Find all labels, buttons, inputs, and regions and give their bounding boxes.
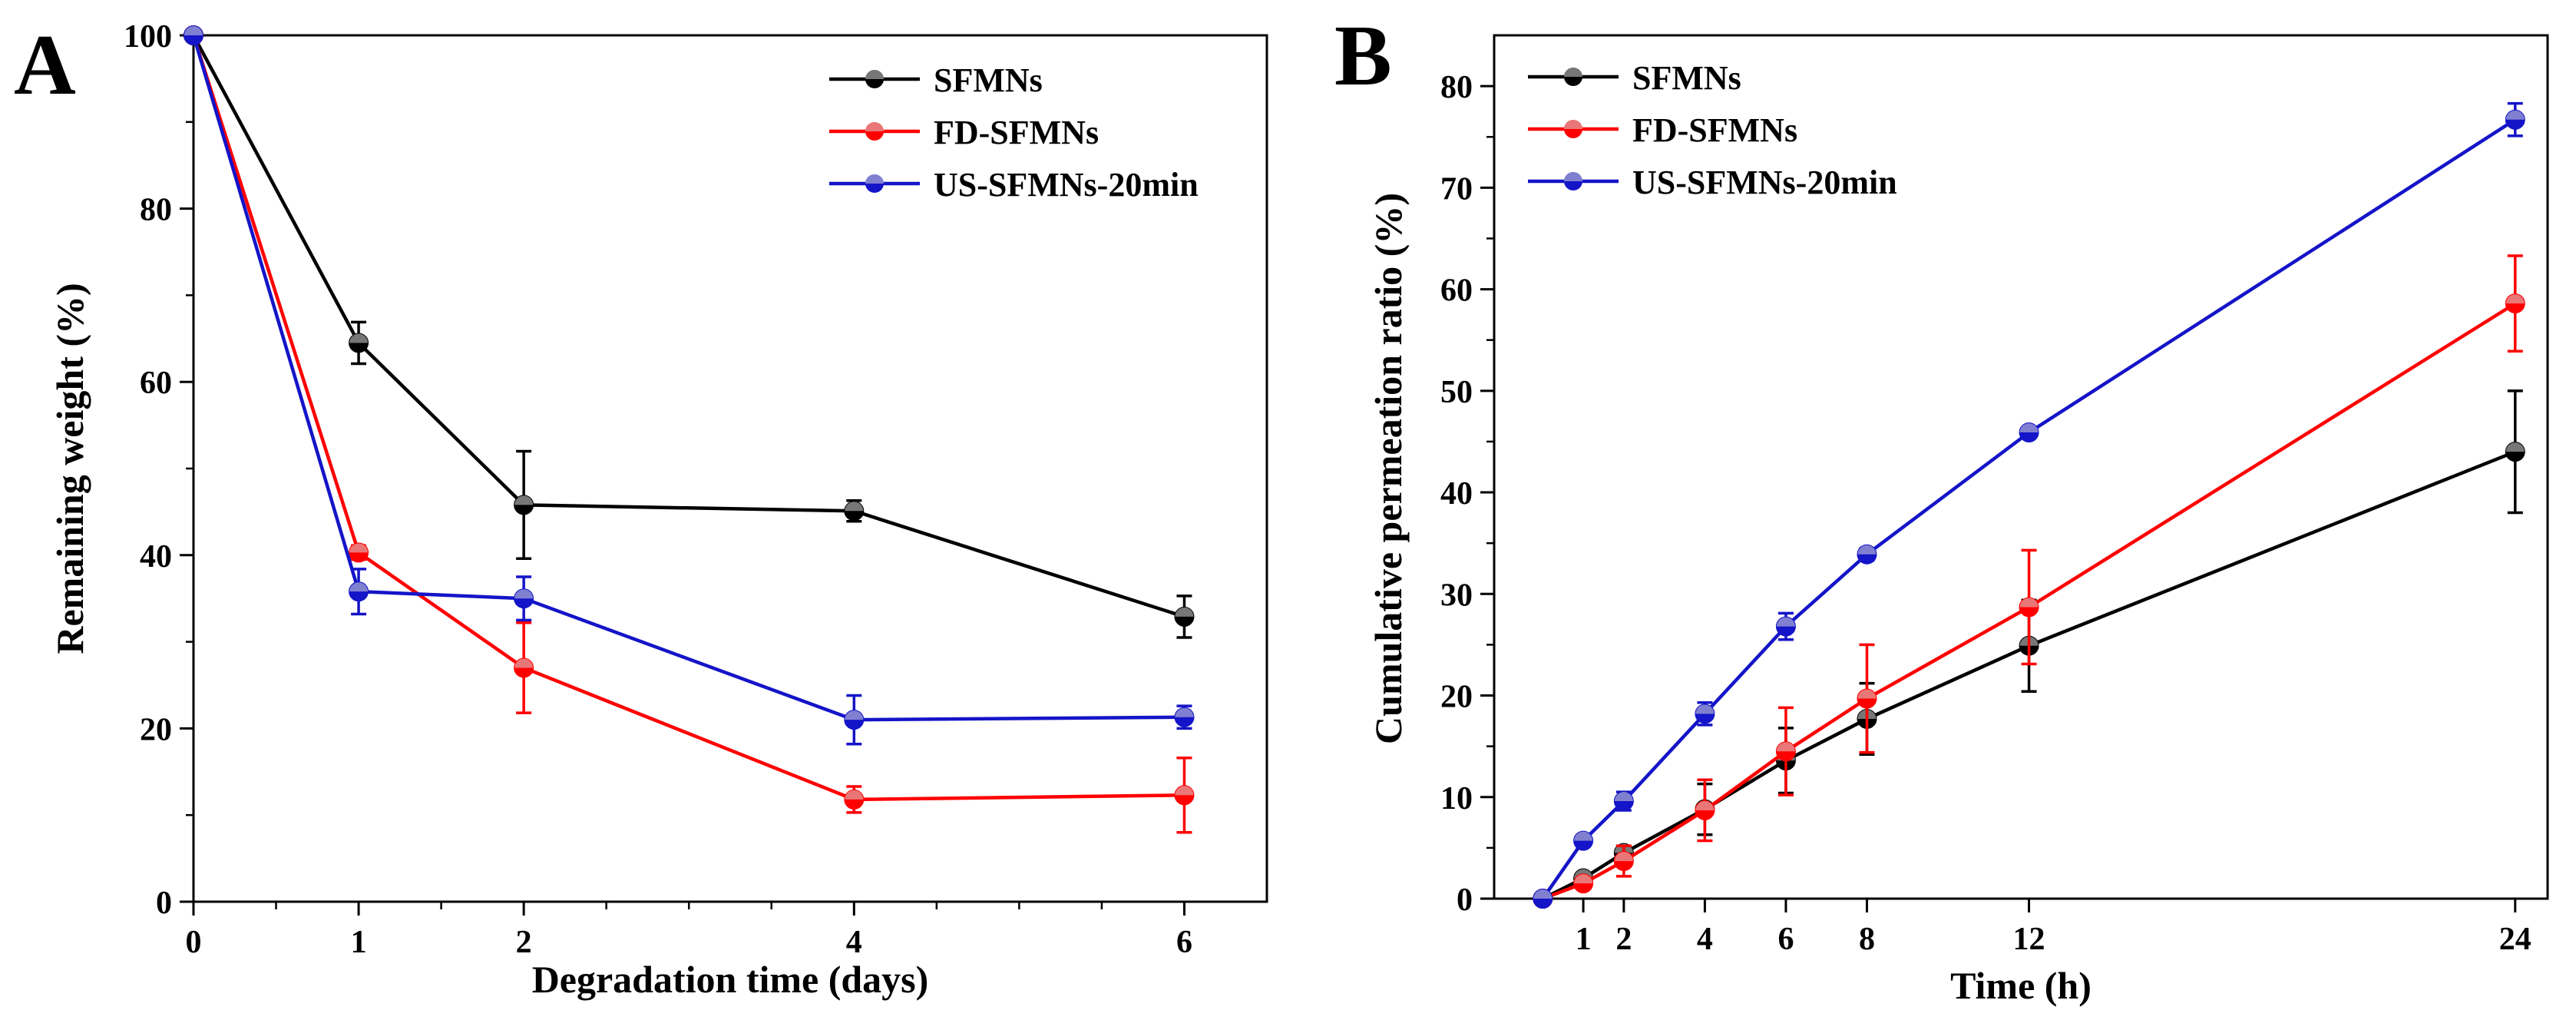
panel-letter-b: B	[1334, 8, 1392, 104]
legend-marker-highlight-fd-sfmns	[1564, 120, 1582, 129]
y-tick-label-b: 30	[1440, 578, 1473, 613]
y-axis-title-b: Cumulative permeation ratio (%)	[1367, 193, 1410, 744]
y-axis-title-a: Remaining weight (%)	[48, 283, 91, 654]
x-tick-label-b: 2	[1615, 922, 1632, 957]
legend-item-fd-sfmns: FD-SFMNs	[829, 114, 1099, 151]
data-point-highlight-fd-sfmns	[1857, 689, 1877, 699]
data-point-highlight-fd-sfmns	[1574, 874, 1593, 884]
y-tick-label-b: 60	[1440, 273, 1473, 309]
data-point-highlight-fd-sfmns	[2019, 598, 2039, 608]
series-us-sfmns-20min-b	[1533, 101, 2525, 909]
data-point-highlight-us-sfmns-20min	[845, 710, 864, 720]
y-tick-label-a: 100	[124, 19, 172, 55]
plot-frame-b	[1493, 34, 2549, 900]
legend-label-fd-sfmns: FD-SFMNs	[934, 114, 1099, 151]
data-point-highlight-us-sfmns-20min	[184, 26, 203, 35]
data-point-highlight-fd-sfmns	[1614, 852, 1633, 862]
legend-marker-highlight-sfmns	[1564, 68, 1582, 77]
data-point-highlight-sfmns	[349, 333, 369, 343]
legend-marker-highlight-fd-sfmns	[865, 122, 884, 131]
panel-letter-a: A	[14, 18, 76, 113]
y-tick-label-b: 40	[1440, 476, 1473, 512]
y-tick-label-b: 50	[1440, 375, 1473, 410]
data-point-highlight-us-sfmns-20min	[1614, 792, 1633, 802]
x-tick-label-b: 12	[2013, 922, 2045, 957]
legend-label-us-sfmns-20min: US-SFMNs-20min	[1632, 164, 1897, 201]
legend-item-fd-sfmns: FD-SFMNs	[1528, 111, 1797, 149]
data-point-highlight-us-sfmns-20min	[1574, 831, 1593, 841]
data-point-highlight-fd-sfmns	[514, 658, 534, 668]
x-tick-label-b: 8	[1859, 922, 1875, 957]
legend-label-fd-sfmns: FD-SFMNs	[1632, 111, 1797, 149]
y-tick-label-a: 80	[140, 193, 172, 228]
x-tick-label-a: 0	[186, 925, 202, 960]
series-sfmns-a	[184, 25, 1195, 639]
legend-a: SFMNs FD-SFMNs US-SFMNs-20min	[829, 61, 1199, 204]
data-point-highlight-fd-sfmns	[2505, 294, 2525, 304]
legend-item-sfmns: SFMNs	[829, 61, 1043, 99]
data-point-highlight-us-sfmns-20min	[1175, 707, 1194, 717]
data-point-highlight-sfmns	[1175, 607, 1194, 617]
legend-label-sfmns: SFMNs	[934, 61, 1043, 99]
data-point-highlight-sfmns	[845, 502, 864, 512]
data-point-highlight-fd-sfmns	[1695, 800, 1715, 810]
legend-b: SFMNs FD-SFMNs US-SFMNs-20min	[1528, 59, 1897, 201]
x-tick-label-b: 24	[2499, 922, 2531, 957]
y-tick-label-a: 40	[140, 539, 172, 575]
y-tick-label-b: 70	[1440, 171, 1473, 207]
legend-marker-highlight-sfmns	[865, 70, 884, 79]
data-point-highlight-us-sfmns-20min	[514, 589, 534, 599]
y-tick-label-b: 80	[1440, 70, 1473, 105]
y-tick-label-a: 60	[140, 366, 172, 401]
y-tick-label-b: 10	[1440, 781, 1473, 816]
data-point-highlight-sfmns	[2505, 442, 2525, 452]
data-point-highlight-us-sfmns-20min	[1776, 617, 1795, 627]
series-us-sfmns-20min-a	[184, 25, 1195, 746]
data-point-highlight-us-sfmns-20min	[2505, 110, 2525, 120]
x-tick-label-a: 1	[351, 925, 367, 960]
y-tick-label-a: 0	[156, 886, 172, 921]
x-tick-label-a: 6	[1176, 925, 1192, 960]
data-point-highlight-us-sfmns-20min	[1695, 704, 1715, 714]
data-point-highlight-us-sfmns-20min	[1857, 545, 1877, 555]
legend-item-us-sfmns-20min: US-SFMNs-20min	[1528, 164, 1897, 201]
x-tick-label-b: 4	[1697, 922, 1713, 957]
x-tick-label-b: 6	[1777, 922, 1794, 957]
x-axis-title-b: Time (h)	[1950, 964, 2092, 1007]
legend-label-sfmns: SFMNs	[1632, 59, 1741, 97]
data-point-highlight-us-sfmns-20min	[1533, 889, 1553, 899]
y-tick-label-b: 20	[1440, 680, 1473, 715]
series-b	[1533, 101, 2525, 909]
x-tick-label-a: 2	[516, 925, 532, 960]
data-point-highlight-us-sfmns-20min	[349, 582, 369, 592]
x-tick-label-b: 1	[1576, 922, 1592, 957]
legend-item-sfmns: SFMNs	[1528, 59, 1741, 97]
data-point-highlight-sfmns	[514, 495, 534, 505]
legend-label-us-sfmns-20min: US-SFMNs-20min	[934, 166, 1199, 204]
series-a	[184, 25, 1195, 834]
legend-item-us-sfmns-20min: US-SFMNs-20min	[829, 166, 1199, 204]
y-tick-label-a: 20	[140, 712, 172, 747]
data-point-highlight-fd-sfmns	[845, 790, 864, 800]
legend-marker-highlight-us-sfmns-20min	[1564, 172, 1582, 181]
series-fd-sfmns-b	[1533, 254, 2525, 909]
x-axis-title-a: Degradation time (days)	[532, 958, 929, 1001]
data-point-highlight-fd-sfmns	[349, 543, 369, 553]
data-point-highlight-us-sfmns-20min	[2019, 423, 2039, 433]
y-tick-label-b: 0	[1457, 883, 1473, 918]
data-point-highlight-fd-sfmns	[1776, 742, 1795, 752]
legend-marker-highlight-us-sfmns-20min	[865, 174, 884, 184]
x-tick-label-a: 4	[846, 925, 862, 960]
data-point-highlight-fd-sfmns	[1175, 786, 1194, 796]
